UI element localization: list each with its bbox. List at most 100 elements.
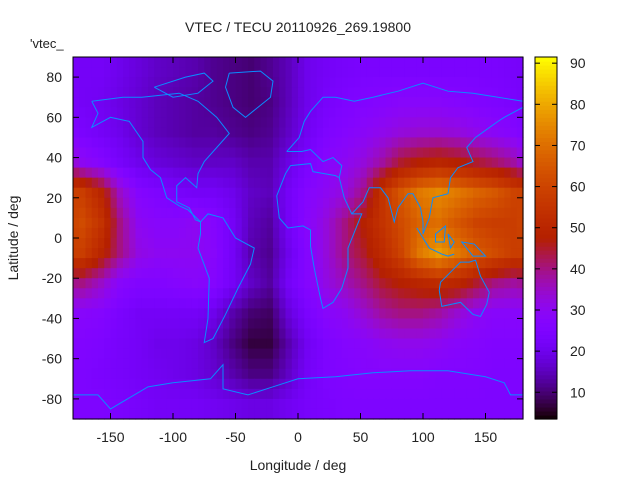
heatmap-cell — [198, 137, 205, 149]
heatmap-cell — [423, 167, 430, 179]
heatmap-cell — [210, 278, 218, 289]
heatmap-cell — [173, 147, 180, 159]
heatmap-cell — [498, 258, 505, 269]
heatmap-cell — [360, 207, 368, 219]
heatmap-cell — [423, 358, 430, 370]
heatmap-cell — [435, 318, 443, 330]
heatmap-cell — [79, 67, 87, 78]
heatmap-cell — [448, 318, 455, 330]
heatmap-cell — [210, 378, 218, 390]
heatmap-cell — [73, 278, 80, 289]
heatmap-cell — [379, 348, 387, 360]
colorbar-swatch — [535, 149, 557, 155]
heatmap-cell — [79, 398, 87, 410]
heatmap-cell — [173, 107, 180, 118]
heatmap-cell — [110, 408, 118, 420]
heatmap-cell — [223, 338, 230, 350]
heatmap-cell — [354, 288, 362, 299]
heatmap-cell — [291, 308, 299, 320]
heatmap-cell — [466, 378, 474, 390]
heatmap-cell — [335, 137, 343, 149]
heatmap-cell — [179, 137, 187, 149]
heatmap-cell — [454, 157, 462, 169]
heatmap-cell — [235, 288, 243, 299]
heatmap-cell — [366, 157, 374, 169]
heatmap-cell — [398, 77, 405, 88]
heatmap-cell — [248, 227, 255, 239]
heatmap-cell — [410, 127, 418, 139]
heatmap-cell — [379, 368, 387, 380]
y-tick-label: -40 — [42, 310, 62, 326]
heatmap-cell — [166, 207, 174, 219]
heatmap-cell — [260, 388, 268, 400]
heatmap-cell — [304, 107, 312, 118]
heatmap-cell — [298, 127, 305, 139]
heatmap-cell — [160, 278, 168, 289]
heatmap-cell — [116, 358, 124, 370]
heatmap-cell — [466, 358, 474, 370]
heatmap-cell — [385, 398, 393, 410]
heatmap-cell — [316, 398, 324, 410]
heatmap-cell — [191, 217, 199, 229]
heatmap-cell — [198, 398, 205, 410]
heatmap-cell — [141, 338, 149, 350]
heatmap-cell — [435, 147, 443, 159]
heatmap-cell — [310, 408, 318, 420]
heatmap-cell — [360, 177, 368, 189]
heatmap-cell — [485, 298, 493, 309]
heatmap-cell — [329, 57, 337, 68]
heatmap-cell — [235, 238, 243, 249]
heatmap-cell — [435, 348, 443, 360]
heatmap-cell — [141, 268, 149, 279]
heatmap-cell — [498, 227, 505, 239]
heatmap-cell — [360, 408, 368, 420]
heatmap-cell — [466, 167, 474, 179]
heatmap-cell — [366, 107, 374, 118]
heatmap-cell — [335, 308, 343, 320]
heatmap-cell — [335, 398, 343, 410]
heatmap-cell — [248, 157, 255, 169]
heatmap-cell — [204, 197, 212, 209]
heatmap-cell — [310, 338, 318, 350]
heatmap-cell — [448, 398, 455, 410]
heatmap-cell — [410, 378, 418, 390]
heatmap-cell — [454, 298, 462, 309]
heatmap-cell — [448, 388, 455, 400]
heatmap-cell — [116, 388, 124, 400]
heatmap-cell — [323, 67, 330, 78]
heatmap-cell — [241, 157, 249, 169]
heatmap-cell — [323, 328, 330, 340]
heatmap-cell — [223, 107, 230, 118]
heatmap-cell — [485, 107, 493, 118]
heatmap-cell — [185, 107, 193, 118]
heatmap-cell — [98, 348, 105, 360]
heatmap-cell — [398, 398, 405, 410]
heatmap-cell — [416, 177, 424, 189]
heatmap-cell — [504, 137, 512, 149]
heatmap-cell — [454, 408, 462, 420]
heatmap-cell — [223, 408, 230, 420]
heatmap-cell — [110, 388, 118, 400]
heatmap-cell — [460, 147, 468, 159]
heatmap-cell — [285, 107, 293, 118]
colorbar-swatch — [535, 201, 557, 207]
heatmap-cell — [191, 117, 199, 128]
colorbar-swatch — [535, 113, 557, 118]
heatmap-cell — [479, 67, 487, 78]
heatmap-cell — [460, 197, 468, 209]
heatmap-cell — [179, 388, 187, 400]
heatmap-cell — [285, 368, 293, 380]
heatmap-cell — [416, 187, 424, 199]
heatmap-cell — [435, 217, 443, 229]
heatmap-cell — [104, 57, 112, 68]
heatmap-cell — [273, 368, 280, 380]
heatmap-cell — [123, 187, 130, 199]
heatmap-cell — [248, 368, 255, 380]
heatmap-cell — [260, 227, 268, 239]
heatmap-cell — [335, 238, 343, 249]
heatmap-cell — [498, 398, 505, 410]
colorbar-swatch — [535, 69, 557, 74]
heatmap-cell — [348, 288, 355, 299]
heatmap-cell — [404, 167, 412, 179]
heatmap-cell — [141, 227, 149, 239]
